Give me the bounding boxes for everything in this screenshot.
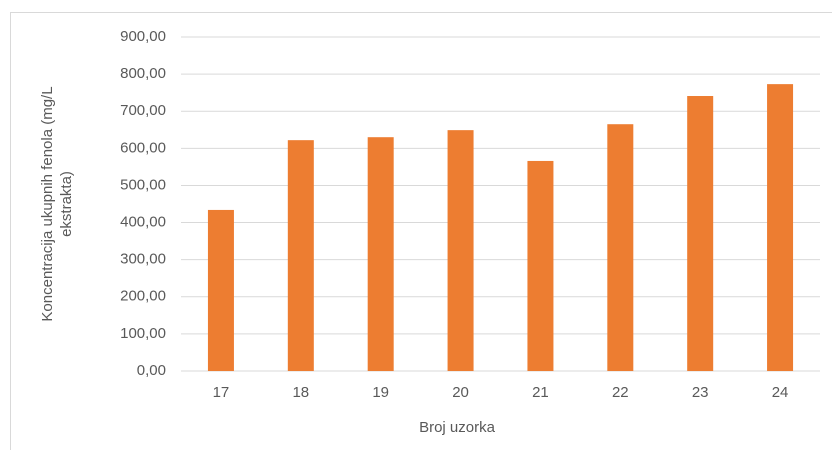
y-axis-label: Koncentracija ukupnih fenola (mg/L ekstr… <box>39 86 75 321</box>
y-tick-label: 200,00 <box>120 288 166 305</box>
x-tick-label: 17 <box>213 384 230 401</box>
y-axis-label-line: ekstrakta) <box>58 171 75 237</box>
y-tick-label: 800,00 <box>120 65 166 82</box>
x-tick-label: 19 <box>372 384 389 401</box>
chart-frame <box>10 12 832 450</box>
y-tick-label: 400,00 <box>120 214 166 231</box>
bar <box>607 124 634 371</box>
bar <box>207 209 234 371</box>
x-tick-label: 22 <box>612 384 629 401</box>
y-tick-label: 0,00 <box>137 362 166 379</box>
y-tick-label: 100,00 <box>120 325 166 342</box>
y-tick-label: 300,00 <box>120 251 166 268</box>
y-tick-label: 500,00 <box>120 176 166 193</box>
x-tick-label: 21 <box>532 384 549 401</box>
x-tick-label: 20 <box>452 384 469 401</box>
y-axis-label-line: Koncentracija ukupnih fenola (mg/L <box>39 86 56 321</box>
x-tick-label: 18 <box>292 384 309 401</box>
x-tick-label: 23 <box>692 384 709 401</box>
y-tick-label: 900,00 <box>120 28 166 45</box>
y-tick-label: 700,00 <box>120 102 166 119</box>
bar <box>447 130 474 371</box>
bar <box>767 84 794 372</box>
bar <box>287 140 314 371</box>
x-tick-label: 24 <box>772 384 789 401</box>
bar <box>527 160 554 371</box>
y-tick-label: 600,00 <box>120 139 166 156</box>
bar <box>687 96 714 372</box>
bar <box>367 137 394 371</box>
x-axis-label: Broj uzorka <box>419 419 496 436</box>
